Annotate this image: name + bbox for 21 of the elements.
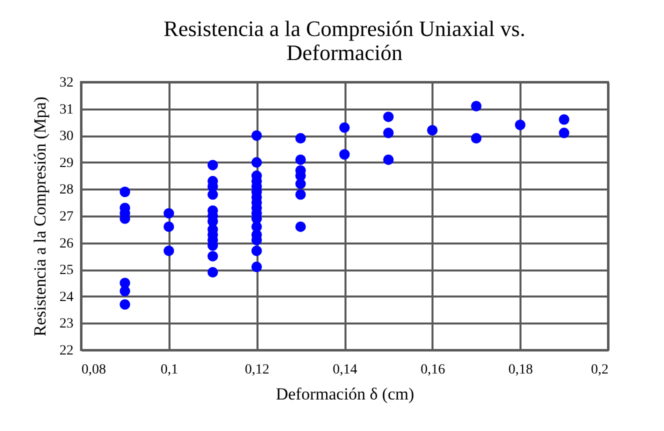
y-axis-title: Resistencia a la Compresión (Mpa) xyxy=(30,96,50,336)
x-tick-label: 0,14 xyxy=(332,362,358,378)
y-tick-label: 30 xyxy=(60,129,74,144)
y-tick-label: 29 xyxy=(60,156,74,171)
y-tick-label: 27 xyxy=(60,210,74,224)
y-tick-label: 32 xyxy=(60,76,74,90)
x-axis-title: Deformación δ (cm) xyxy=(276,384,414,404)
y-tick-label: 23 xyxy=(60,316,74,332)
y-tick-label: 31 xyxy=(60,102,74,118)
x-tick-label: 0,2 xyxy=(591,362,608,378)
y-tick-label: 22 xyxy=(60,344,74,358)
chart-title: Resistencia a la Compresión Uniaxial vs. Deformación xyxy=(164,16,526,65)
y-tick-label: 25 xyxy=(60,263,74,278)
y-tick-label: 26 xyxy=(60,236,74,252)
x-tick-label: 0,16 xyxy=(420,362,446,378)
y-tick-label: 24 xyxy=(60,290,74,305)
y-tick-label: 28 xyxy=(60,182,74,198)
x-tick-label: 0,08 xyxy=(82,362,106,378)
x-tick-label: 0,12 xyxy=(244,362,270,378)
x-tick-label: 0,1 xyxy=(160,362,178,378)
x-tick-label: 0,18 xyxy=(508,362,533,378)
